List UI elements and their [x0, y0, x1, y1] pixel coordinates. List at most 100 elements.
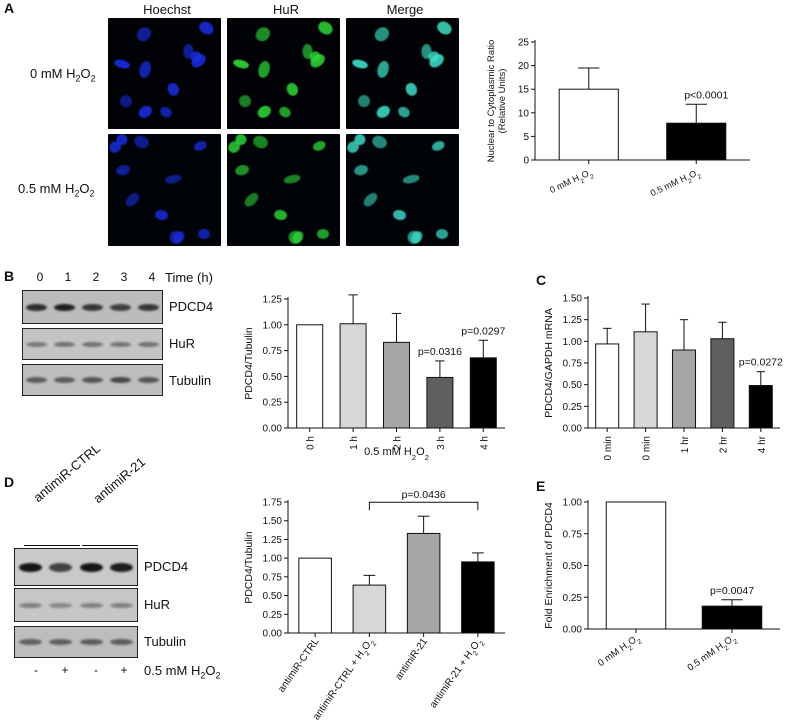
cell-nucleus [436, 228, 449, 240]
y-tick-label: 0.75 [263, 346, 283, 357]
bar [633, 331, 658, 429]
x-tick-label: 0 mM H2O2 [548, 167, 595, 199]
cell-nucleus [375, 59, 391, 79]
cell-nucleus [123, 190, 142, 209]
blot-tubulin-b [22, 364, 163, 396]
blot-band [137, 341, 159, 347]
blot-band [81, 303, 103, 311]
blot-label-hur: HuR [169, 336, 196, 351]
y-tick-label: 1.75 [263, 498, 283, 509]
x-tick-label: 2 hr [718, 435, 729, 453]
blot-label-hur-d: HuR [144, 597, 171, 612]
cell-nucleus [404, 80, 420, 98]
column-label-hur: HuR [272, 2, 299, 17]
cell-nucleus [192, 138, 208, 153]
cell-nucleus [113, 57, 131, 70]
chart-e: 0.00 0.25 0.50 0.75 1.00 0 mM H2O2 0.5 mM H2O2… [543, 498, 780, 674]
cell-nucleus [276, 105, 292, 120]
x-tick-label: antimiR-21 [393, 636, 430, 682]
x-tick-label: 3 h [436, 436, 447, 450]
bar [406, 532, 441, 634]
blot-band [110, 639, 134, 645]
panel-letter-e: E [536, 478, 546, 494]
y-tick-label: 0.75 [563, 529, 583, 540]
cell-nucleus [430, 138, 446, 153]
y-axis-label: Nuclear to Cytoplasmic Ratio [486, 40, 497, 163]
bar [469, 357, 497, 429]
column-label-hoechst: Hoechst [143, 2, 191, 17]
y-tick-label: 1.00 [563, 337, 583, 348]
p-value-label: p=0.0047 [710, 585, 754, 597]
bar [426, 376, 454, 429]
x-tick-label: 1 h [349, 436, 360, 450]
blot-band [109, 341, 131, 347]
cell-nucleus [137, 59, 153, 79]
group-line-21 [82, 545, 138, 546]
blot-tubulin-d [14, 626, 138, 658]
cell-nucleus [302, 43, 313, 59]
x-tick-label: 4 hr [757, 435, 768, 453]
blot-band [54, 303, 76, 311]
x-tick-label: 1 hr [680, 435, 691, 453]
cell-nucleus [421, 43, 432, 59]
micrograph-merge-0mm [346, 18, 459, 129]
cell-nucleus [355, 92, 373, 110]
x-axis-label: 0.5 mM H2O2 [364, 446, 429, 460]
cell-nucleus [374, 103, 393, 121]
y-tick-label: 0.00 [563, 625, 583, 636]
cell-nucleus [166, 80, 182, 98]
y-tick-label: 1.25 [263, 535, 283, 546]
blot-band [26, 341, 48, 347]
blot-pdcd4-b [22, 290, 163, 324]
treatment-sign: - [34, 663, 38, 677]
cell-nucleus [233, 163, 250, 177]
blot-band [49, 602, 73, 608]
bar [298, 557, 332, 634]
y-tick-label: 1.25 [563, 315, 583, 326]
y-tick-label: 0.00 [263, 424, 283, 435]
blot-band [18, 602, 42, 608]
x-tick-label: antimiR-21 + H2O2 [428, 636, 486, 711]
x-tick-label: 30 min [642, 436, 653, 460]
blot-pdcd4-d [14, 548, 138, 586]
cell-nucleus [392, 208, 407, 222]
p-value-label: p=0.0297 [461, 325, 505, 337]
x-tick-label: antimiR-CTRL + H2O2 [311, 636, 378, 723]
blot-label-tubulin-d: Tubulin [144, 634, 187, 649]
bar [748, 385, 773, 429]
blot-label-pdcd4-d: PDCD4 [144, 559, 189, 574]
chart-c: 0.00 0.25 0.50 0.75 1.00 1.25 1.50 0 min 30 min 1… [543, 294, 783, 461]
cell-nucleus [361, 190, 380, 209]
blot-band [54, 341, 76, 347]
chart-a: 0 5 10 15 20 25 0 mM H2O2 0.5 mM H2O2 p<0.0001 Nu… [486, 38, 750, 199]
blot-hur-b [22, 328, 163, 360]
x-tick-label: 0 mM H2O2 [596, 632, 643, 671]
y-tick-label: 15 [518, 85, 530, 96]
column-label-merge: Merge [386, 2, 424, 17]
x-tick-label: antimiR-CTRL [276, 636, 322, 695]
panel-letter-c: C [536, 272, 547, 288]
blot-band [109, 303, 131, 311]
x-tick-label: 2 h [393, 436, 404, 450]
cell-nucleus [255, 103, 274, 121]
x-tick-label: 4 h [479, 436, 490, 450]
p-value-label: p=0.0436 [402, 490, 446, 501]
lane-number: 3 [120, 270, 128, 284]
bar [710, 338, 735, 429]
y-axis-label: PDCD4/GAPDH mRNA [543, 308, 555, 418]
y-tick-label: 0.50 [563, 380, 583, 391]
cell-nucleus [198, 228, 211, 240]
blot-label-pdcd4: PDCD4 [169, 299, 214, 314]
blot-band [137, 303, 159, 311]
cell-nucleus [232, 57, 250, 70]
bar [382, 341, 411, 429]
cell-nucleus [183, 43, 194, 59]
bar [701, 605, 763, 630]
y-tick-label: 1.25 [263, 295, 283, 306]
cell-nucleus [311, 138, 327, 153]
y-tick-label: 0.25 [263, 398, 283, 409]
treatment-sign: + [120, 663, 128, 677]
cell-nucleus [351, 57, 369, 70]
y-axis-label: PDCD4/Tubulin [243, 327, 255, 400]
